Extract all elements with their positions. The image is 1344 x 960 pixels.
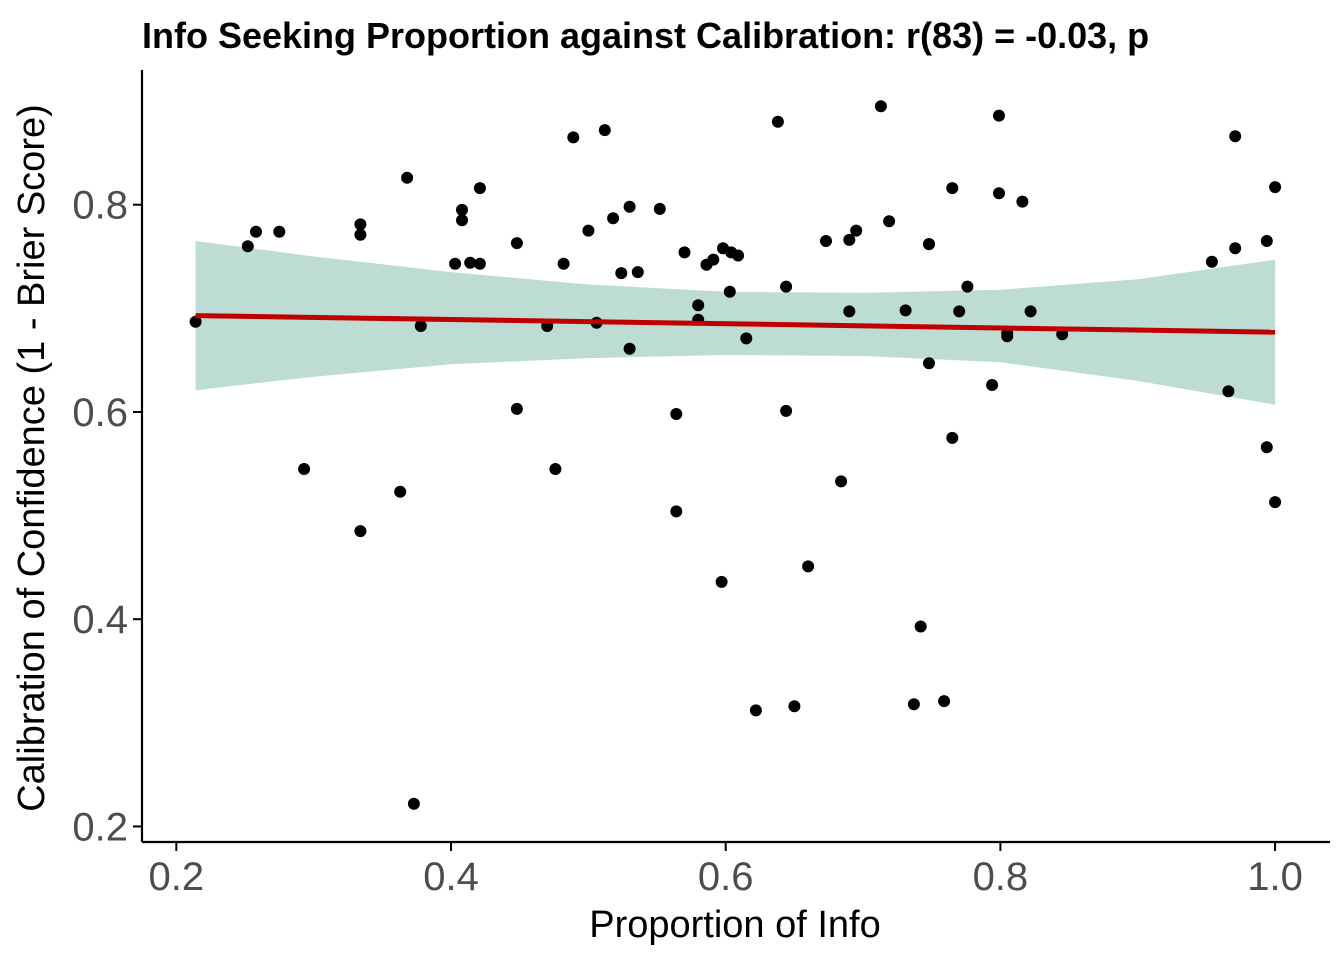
data-point [510,402,523,415]
y-tick-label: 0.4 [72,598,128,642]
data-point [414,320,427,332]
data-point [1260,441,1273,454]
data-point [670,408,683,420]
data-point [273,225,286,238]
data-point [623,342,636,355]
data-point [615,267,628,280]
data-point [598,124,611,137]
data-point [449,257,462,270]
data-point [354,228,367,241]
data-point [907,698,920,711]
data-point [914,620,927,633]
data-point [354,218,367,231]
data-point [899,304,912,317]
data-point [557,257,570,270]
data-point [298,463,311,475]
data-point [749,704,762,717]
data-point [1229,130,1242,143]
data-point [678,246,691,259]
data-point [670,505,683,518]
data-point [567,131,580,144]
y-tick-label: 0.6 [72,391,128,435]
data-point [250,225,262,238]
data-point [723,285,736,298]
data-point [802,560,815,573]
data-point [692,299,705,312]
data-point [843,305,856,318]
data-point [456,203,468,216]
data-point [1016,195,1029,208]
data-point [473,257,486,270]
chart-title: Info Seeking Proportion against Calibrat… [142,15,1149,56]
data-point [986,379,999,391]
data-point [850,224,863,237]
data-point [835,475,848,488]
data-point [510,237,523,250]
data-point [394,485,407,498]
data-point [473,182,486,195]
y-tick-label: 0.2 [72,805,128,849]
y-axis-title: Calibration of Confidence (1 - Brier Sco… [11,104,53,812]
x-tick-label: 0.2 [149,855,205,899]
data-point [241,240,254,253]
data-point [788,700,801,713]
data-point [715,575,728,588]
data-points [189,100,1282,810]
data-point [1222,385,1235,398]
y-axis-ticks: 0.2 0.4 0.6 0.8 [72,184,142,849]
x-tick-label: 0.8 [973,855,1029,899]
data-point [464,256,477,269]
data-point [631,266,644,279]
data-point [780,280,793,293]
data-point [707,253,720,266]
data-point [1260,235,1273,247]
data-point [1024,305,1037,318]
x-axis-ticks: 0.2 0.4 0.6 0.8 1.0 [149,842,1303,899]
data-point [946,182,959,195]
data-point [874,100,887,113]
data-point [549,463,562,475]
y-tick-label: 0.8 [72,184,128,228]
data-point [993,187,1005,200]
data-point [401,171,414,184]
data-point [732,249,745,262]
data-point [623,200,636,213]
data-point [946,431,959,444]
data-point [1229,242,1242,255]
data-point [740,332,753,345]
regression-line [195,313,1276,335]
data-point [993,109,1005,122]
data-point [923,357,935,370]
data-point [883,215,896,228]
x-tick-label: 0.6 [698,855,754,899]
data-point [961,280,974,293]
data-point [771,115,784,128]
data-point [582,224,595,237]
data-point [1205,255,1218,268]
data-point [843,233,856,246]
plot-area [189,100,1282,810]
data-point [780,404,793,417]
x-tick-label: 0.4 [423,855,479,899]
data-point [820,235,832,247]
data-point [189,315,202,328]
x-tick-label: 1.0 [1247,855,1303,899]
data-point [938,695,951,708]
data-point [1269,181,1282,194]
data-point [923,238,935,251]
data-point [1269,496,1282,509]
data-point [456,214,468,227]
data-point [354,525,367,538]
data-point [953,305,966,318]
x-axis-title: Proportion of Info [589,904,881,946]
data-point [653,202,666,215]
data-point [607,212,620,225]
data-point [407,797,420,810]
